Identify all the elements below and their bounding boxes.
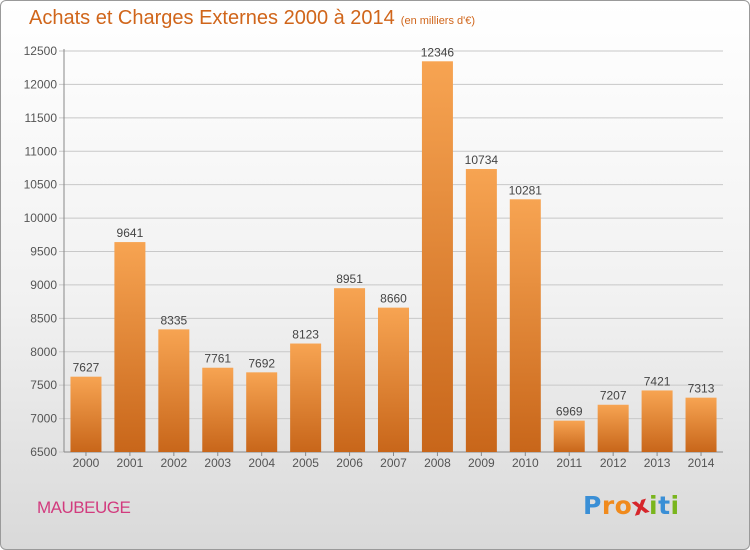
x-tick-label: 2010 [512,456,539,470]
y-tick-label: 9500 [30,245,57,259]
data-label: 10281 [509,183,543,197]
bar-2012 [597,404,629,452]
bar-2010 [509,199,541,452]
logo-letter: r [601,491,615,520]
x-tick-label: 2009 [468,456,495,470]
y-tick-label: 10500 [24,178,58,192]
data-label: 12346 [421,45,455,59]
data-label: 6969 [556,405,583,419]
x-tick-label: 2000 [73,456,100,470]
x-tick-label: 2005 [292,456,319,470]
data-label: 7627 [73,361,100,375]
data-label: 8951 [336,272,363,286]
bar-2013 [641,390,673,452]
bar-2005 [290,343,322,452]
data-label: 7421 [644,374,671,388]
y-tick-label: 10000 [24,211,58,225]
chart-subtitle: (en milliers d'€) [400,15,476,27]
y-tick-label: 7500 [30,378,57,392]
y-tick-label: 11000 [25,144,58,158]
bar-2004 [246,372,278,452]
data-label: 9641 [117,226,144,240]
x-tick-label: 2003 [204,456,231,470]
y-tick-label: 8500 [30,311,57,325]
x-tick-label: 2012 [600,456,627,470]
bar-2001 [114,242,146,452]
x-tick-label: 2014 [688,456,715,470]
y-tick-label: 12500 [24,44,58,58]
bar-2006 [334,288,366,452]
x-tick-label: 2013 [644,456,671,470]
logo-letter: t [658,491,671,520]
y-tick-label: 9000 [30,278,57,292]
data-label: 8335 [160,313,187,327]
data-label: 7692 [248,356,275,370]
y-tick-label: 11500 [25,111,58,125]
x-tick-label: 2008 [424,456,451,470]
logo-letter: P [583,491,602,520]
data-label: 10734 [465,153,499,167]
bar-2011 [553,420,585,452]
x-tick-label: 2002 [160,456,187,470]
x-tick-label: 2006 [336,456,363,470]
bar-2003 [202,367,234,452]
y-tick-label: 6500 [30,445,57,459]
bar-2014 [685,397,717,452]
data-label: 7313 [688,382,715,396]
y-tick-label: 8000 [30,345,57,359]
chart-title: Achats et Charges Externes 2000 à 2014 (e… [29,7,475,30]
logo-letter: i [670,491,680,520]
chart-title-text: Achats et Charges Externes 2000 à 2014 [29,7,395,29]
data-label: 7761 [204,352,231,366]
x-tick-label: 2011 [556,456,582,470]
commune-name: MAUBEUGE [37,498,131,517]
data-label: 7207 [600,389,627,403]
data-label: 8660 [380,292,407,306]
data-label: 8123 [292,328,319,342]
bar-2008 [421,61,453,453]
proxiti-logo: Proxiti [583,489,680,521]
bar-2000 [70,376,102,452]
bar-2007 [378,307,409,452]
bar-2002 [158,329,190,452]
x-tick-label: 2001 [117,456,144,470]
bar-2009 [465,169,497,453]
y-tick-label: 12000 [24,77,58,91]
logo-letter: o [614,491,633,520]
x-tick-label: 2007 [380,456,407,470]
y-tick-label: 7000 [30,412,57,426]
logo-letter: i [649,491,659,520]
x-tick-label: 2004 [248,456,275,470]
